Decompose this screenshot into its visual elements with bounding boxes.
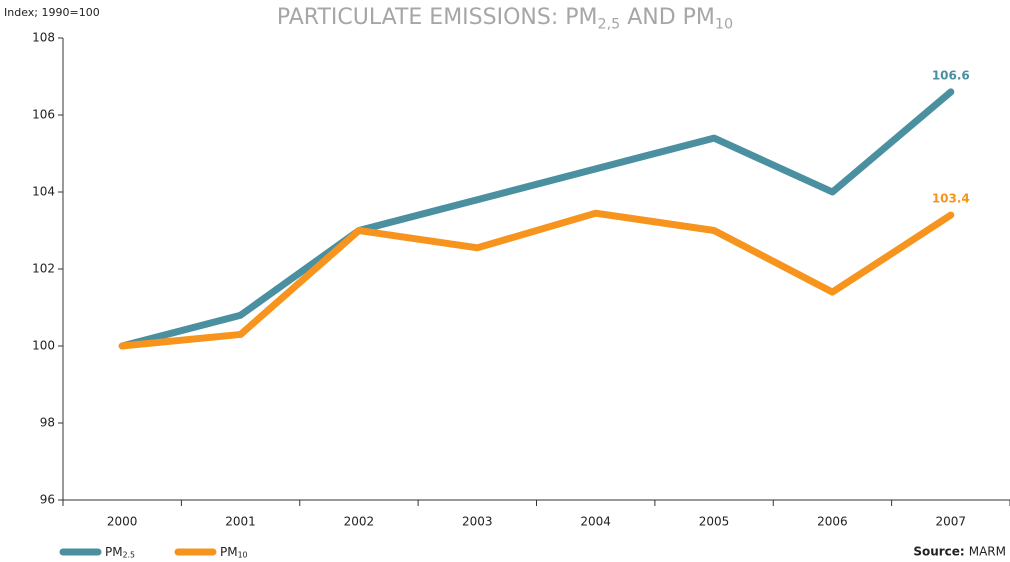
- x-tick-label: 2005: [699, 515, 730, 529]
- y-tick-label: 108: [32, 31, 55, 45]
- x-tick-label: 2003: [462, 515, 493, 529]
- y-tick-label: 96: [40, 493, 55, 507]
- y-tick-label: 98: [40, 416, 55, 430]
- x-tick-label: 2002: [344, 515, 375, 529]
- y-tick-label: 100: [32, 339, 55, 353]
- y-tick-label: 104: [32, 185, 55, 199]
- legend-label: PM2.5: [105, 545, 135, 560]
- y-tick-label: 106: [32, 108, 55, 122]
- x-tick-label: 2007: [936, 515, 967, 529]
- y-tick-label: 102: [32, 262, 55, 276]
- source-label: Source:: [913, 545, 964, 559]
- data-label: 106.6: [932, 68, 970, 82]
- x-tick-label: 2000: [107, 515, 138, 529]
- y-axis-label: Index; 1990=100: [4, 6, 100, 19]
- x-tick-label: 2004: [580, 515, 611, 529]
- series-line: [118, 209, 955, 350]
- x-tick-label: 2006: [817, 515, 848, 529]
- source: MARM: [969, 545, 1006, 559]
- legend-label: PM10: [220, 545, 248, 560]
- x-tick-label: 2001: [225, 515, 256, 529]
- data-label: 103.4: [932, 192, 970, 206]
- series-line: [118, 88, 955, 350]
- chart-title: PARTICULATE EMISSIONS: PM2,5 AND PM10: [277, 5, 733, 33]
